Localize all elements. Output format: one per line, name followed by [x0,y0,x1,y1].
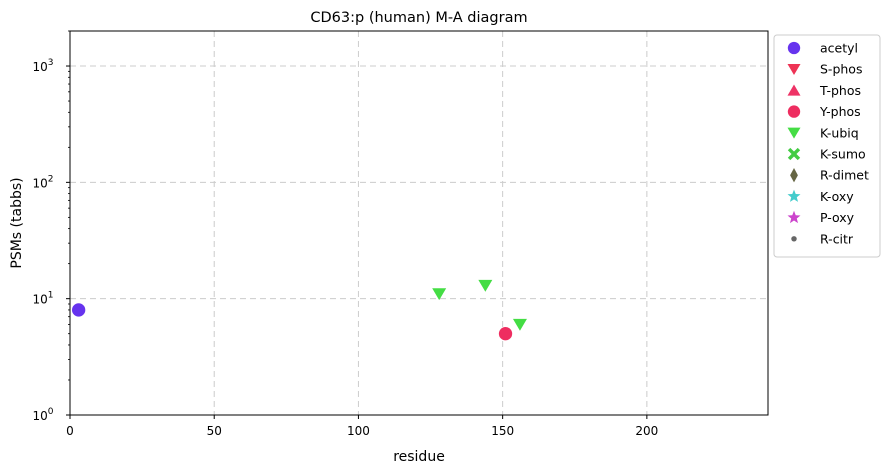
legend-entry: K-sumo [787,147,866,162]
legend-label: T-phos [819,83,861,98]
legend-marker [790,168,798,183]
x-tick-label: 150 [491,424,514,438]
data-point [478,279,493,292]
legend: acetyl S-phos T-phos Y-phos K-ubiq K-sumo R-di… [773,34,881,258]
legend-entry: P-oxy [787,210,855,225]
legend-marker [787,84,801,96]
data-point [432,288,447,301]
x-tick-label: 200 [635,424,658,438]
chart-title: CD63:p (human) M-A diagram [310,10,527,26]
legend-marker [787,41,801,55]
legend-marker [787,210,801,224]
legend-label: R-dimet [820,168,869,183]
legend-label: Y-phos [819,104,861,119]
x-tick-label: 50 [207,424,222,438]
legend-label: R-citr [820,231,854,246]
data-points [72,279,527,341]
legend-label: K-oxy [820,189,854,204]
legend-marker [787,64,801,76]
data-point [512,318,527,331]
legend-box [773,34,881,258]
y-axis-label: PSMs (tabbs) [9,177,25,268]
legend-marker [787,105,801,118]
legend-label: acetyl [820,41,858,56]
legend-label: K-ubiq [820,125,859,140]
legend-entry: S-phos [787,62,862,77]
x-axis-label: residue [393,449,445,465]
x-tick-label: 0 [66,424,74,438]
legend-entry: R-dimet [790,168,869,183]
plot-frame [69,30,769,416]
data-point [498,327,513,341]
legend-marker [787,189,801,202]
legend-entry: K-ubiq [787,125,859,140]
x-axis-ticks: 0 50 100 150 200 [66,415,658,438]
legend-label: K-sumo [820,147,866,162]
data-point [72,303,86,317]
legend-entry: R-citr [791,231,854,246]
legend-marker [787,127,801,139]
legend-entry: acetyl [787,41,858,56]
legend-entry: K-oxy [787,189,854,204]
legend-entry: T-phos [787,83,861,98]
legend-label: S-phos [820,62,862,77]
legend-marker [787,147,801,161]
legend-label: P-oxy [820,210,855,225]
x-tick-label: 100 [347,424,370,438]
legend-marker [791,236,797,242]
legend-entry: Y-phos [787,104,861,119]
grid [70,31,768,415]
